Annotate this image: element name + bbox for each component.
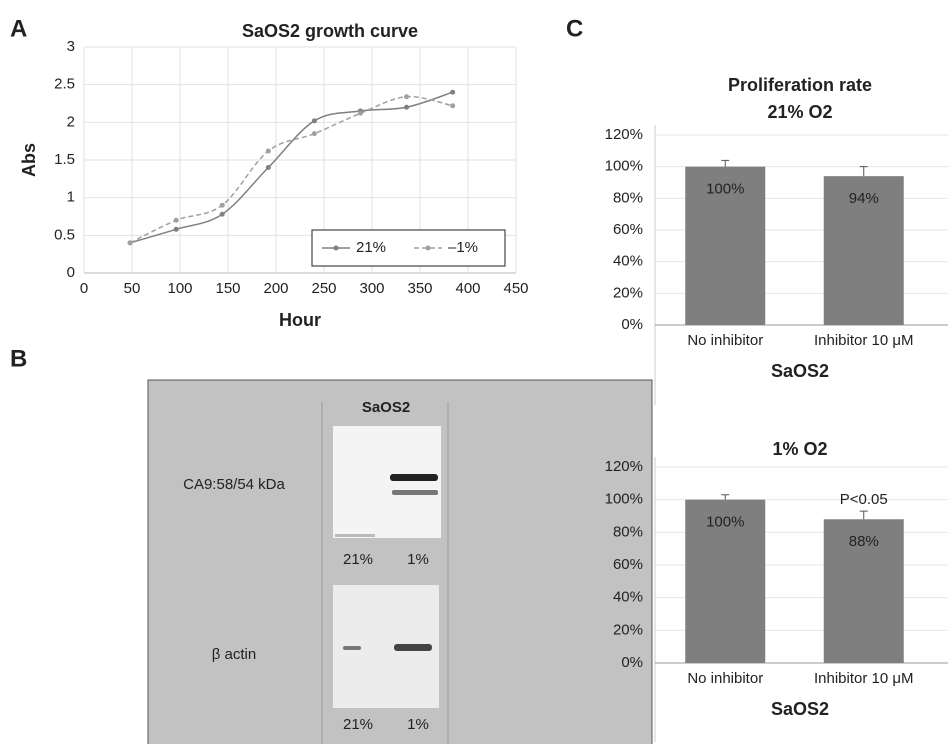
y-axis-label: Abs — [19, 143, 39, 177]
x-tick-label: 350 — [407, 280, 432, 297]
lane-label: 21% — [343, 716, 373, 733]
error-bar — [859, 166, 868, 177]
point — [450, 103, 456, 109]
y-tick-label: 80% — [613, 189, 643, 206]
x-tick-label: 0 — [80, 280, 88, 297]
x-tick-label: No inhibitor — [687, 670, 763, 687]
band — [390, 474, 438, 481]
band — [343, 646, 361, 650]
y-tick-label: 120% — [605, 126, 643, 143]
y-tick-label: 100% — [605, 491, 643, 508]
point — [219, 211, 225, 217]
y-tick-label: 1.5 — [54, 151, 75, 168]
x-tick-label: No inhibitor — [687, 332, 763, 349]
x-tick-label: Inhibitor 10 μM — [814, 670, 914, 687]
y-tick-label: 1 — [67, 189, 75, 206]
value-label: 88% — [849, 533, 879, 550]
value-label: 94% — [849, 190, 879, 207]
y-tick-label: 40% — [613, 589, 643, 606]
point — [404, 104, 410, 110]
lane-label: 21% — [343, 551, 373, 568]
point — [265, 148, 271, 154]
x-axis-label: Hour — [279, 310, 321, 330]
blot-title: SaOS2 — [362, 399, 410, 416]
error-bar — [859, 510, 868, 520]
error-bar — [721, 494, 730, 500]
row-label: β actin — [212, 646, 256, 663]
point — [357, 110, 363, 116]
y-tick-label: 40% — [613, 253, 643, 270]
chart-title: 1% O2 — [772, 439, 827, 459]
x-tick-label: 200 — [263, 280, 288, 297]
legend-label: 21% — [356, 239, 386, 256]
y-tick-label: 0.5 — [54, 226, 75, 243]
chart-title: Proliferation rate — [728, 75, 872, 95]
y-tick-label: 20% — [613, 284, 643, 301]
y-tick-label: 20% — [613, 621, 643, 638]
point — [173, 217, 179, 223]
x-tick-label: 400 — [455, 280, 480, 297]
bar — [685, 499, 766, 663]
point — [219, 202, 225, 208]
x-tick-label: 100 — [167, 280, 192, 297]
x-tick-label: 150 — [215, 280, 240, 297]
y-tick-label: 0 — [67, 264, 75, 281]
bar — [685, 166, 766, 325]
row-label: CA9:58/54 kDa — [183, 476, 285, 493]
point — [404, 94, 410, 100]
chart-title: SaOS2 growth curve — [242, 21, 418, 41]
bar — [823, 519, 904, 663]
series-line — [129, 91, 453, 244]
point — [311, 131, 317, 137]
lane-label: 1% — [407, 551, 429, 568]
legend-symbol — [333, 245, 339, 251]
legend-label: –1% — [448, 239, 478, 256]
y-tick-label: 2.5 — [54, 76, 75, 93]
y-tick-label: 3 — [67, 38, 75, 55]
point — [311, 118, 317, 124]
value-label: 100% — [706, 514, 744, 531]
y-tick-label: 2 — [67, 113, 75, 130]
value-label: 100% — [706, 181, 744, 198]
x-axis-label: SaOS2 — [771, 361, 829, 381]
chart-title: 21% O2 — [767, 102, 832, 122]
y-tick-label: 60% — [613, 556, 643, 573]
band — [335, 534, 375, 537]
panel-label: B — [10, 345, 27, 372]
blot-image — [333, 426, 441, 538]
y-tick-label: 100% — [605, 158, 643, 175]
x-tick-label: 300 — [359, 280, 384, 297]
lane-label: 1% — [407, 716, 429, 733]
legend-symbol — [425, 245, 431, 251]
x-tick-label: Inhibitor 10 μM — [814, 332, 914, 349]
point — [450, 89, 456, 95]
error-bar — [721, 159, 730, 167]
x-axis-label: SaOS2 — [771, 699, 829, 719]
point — [127, 240, 133, 246]
y-tick-label: 0% — [621, 654, 643, 671]
point — [173, 226, 179, 232]
x-tick-label: 250 — [311, 280, 336, 297]
band — [394, 644, 432, 651]
panel-label: C — [566, 15, 583, 42]
bar — [823, 176, 904, 325]
point — [265, 165, 271, 171]
panel-label: A — [10, 15, 27, 42]
y-tick-label: 0% — [621, 316, 643, 333]
annotation: P<0.05 — [840, 491, 888, 508]
y-tick-label: 60% — [613, 221, 643, 238]
blot-panel: SaOS2 CA9:58/54 kDa 21% 1% β actin 21% 1… — [147, 379, 653, 744]
band — [392, 490, 438, 495]
x-tick-label: 50 — [124, 280, 141, 297]
series-line — [129, 95, 453, 244]
x-tick-label: 450 — [503, 280, 528, 297]
y-tick-label: 120% — [605, 458, 643, 475]
y-tick-label: 80% — [613, 523, 643, 540]
